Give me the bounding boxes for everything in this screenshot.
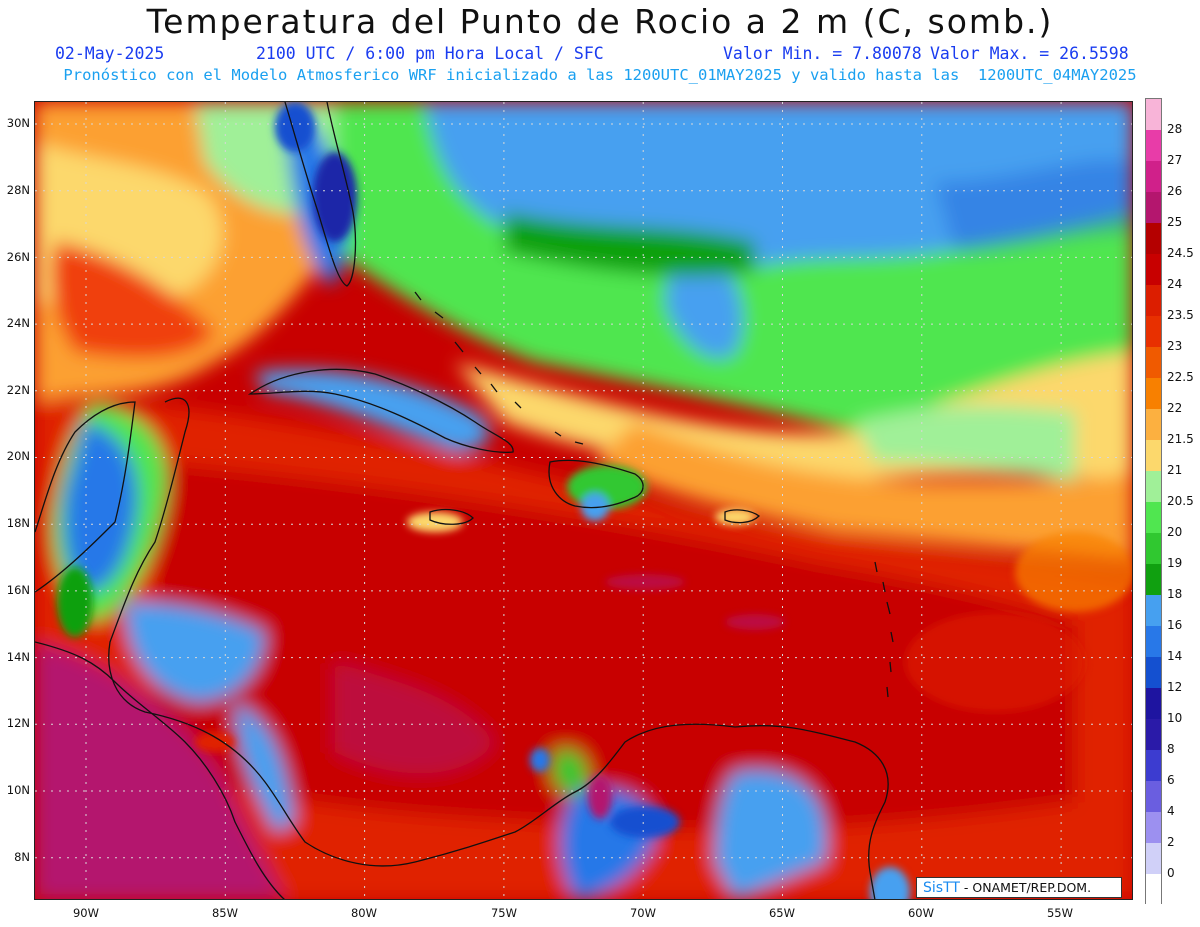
lat-label: 22N [6,383,30,397]
legend-swatch [1146,192,1161,224]
legend-swatch [1146,781,1161,813]
mainland-coast [108,397,889,900]
legend-level-label: 23 [1167,339,1183,353]
map-title: Temperatura del Punto de Rocio a 2 m (C,… [146,2,1054,41]
legend-level-label: 19 [1167,556,1183,570]
lon-label: 75W [490,906,517,920]
legend-level-label: 10 [1167,711,1183,725]
legend-swatch [1146,285,1161,317]
lat-label: 16N [6,583,30,597]
lon-label: 90W [72,906,99,920]
yucatan-coast [35,401,136,593]
legend-level-label: 28 [1167,122,1183,136]
legend-swatch [1146,471,1161,503]
legend-swatch [1146,657,1161,689]
legend-swatch [1146,750,1161,782]
legend-level-label: 20 [1167,525,1183,539]
credit-text: - ONAMET/REP.DOM. [963,880,1092,895]
puerto-rico-coast [724,509,760,524]
field-blobs [35,102,1133,900]
lon-label: 65W [768,906,795,920]
lat-label: 14N [6,650,30,664]
value-min: Valor Min. = 7.80078 [723,44,922,63]
cuba-coast [247,368,514,453]
legend-level-label: 22.5 [1167,370,1194,384]
legend-swatch [1146,440,1161,472]
legend-level-label: 16 [1167,618,1183,632]
lat-label: 28N [6,183,30,197]
graticule [35,102,1133,900]
forecast-date: 02-May-2025 [55,44,165,63]
legend-level-label: 2 [1167,835,1175,849]
pacific-coast [35,641,286,900]
lat-label: 10N [6,783,30,797]
legend-level-label: 27 [1167,153,1183,167]
dewpoint-map [35,102,1133,900]
legend-level-label: 24.5 [1167,246,1194,260]
lat-label: 20N [6,449,30,463]
legend-level-label: 6 [1167,773,1175,787]
legend-swatch [1146,502,1161,534]
legend-level-label: 24 [1167,277,1183,291]
lat-label: 26N [6,250,30,264]
lesser-antilles-coast [874,561,894,698]
value-max: Valor Max. = 26.5598 [930,44,1129,63]
legend-swatch [1146,564,1161,596]
credit-box: SisTT - ONAMET/REP.DOM. [916,877,1122,898]
legend-swatch [1146,254,1161,286]
lat-label: 12N [6,716,30,730]
hispaniola-coast [548,459,644,509]
lon-label: 55W [1046,906,1073,920]
legend-swatch [1146,378,1161,410]
lon-label: 60W [907,906,934,920]
model-info: Pronóstico con el Modelo Atmosferico WRF… [63,66,1137,84]
lat-label: 18N [6,516,30,530]
legend-swatch [1146,130,1161,162]
lat-label: 30N [6,116,30,130]
legend-swatch [1146,223,1161,255]
legend-level-label: 12 [1167,680,1183,694]
legend-swatch [1146,688,1161,720]
legend-level-label: 18 [1167,587,1183,601]
legend-swatch [1146,595,1161,627]
legend-level-label: 8 [1167,742,1175,756]
jamaica-coast [429,508,474,525]
lat-label: 8N [14,850,30,864]
legend-swatch [1146,874,1161,906]
dewpoint-field [35,102,1133,900]
legend-level-label: 4 [1167,804,1175,818]
legend-swatch [1146,843,1161,875]
lon-label: 85W [211,906,238,920]
florida-coast [284,102,357,287]
sistt-logo: SisTT [923,880,960,896]
legend-level-label: 23.5 [1167,308,1194,322]
coastlines [35,102,894,900]
legend-level-label: 14 [1167,649,1183,663]
legend-swatch [1146,347,1161,379]
bahamas-coast [414,291,584,445]
color-legend [1145,98,1162,906]
legend-swatch [1146,316,1161,348]
lon-label: 70W [629,906,656,920]
legend-swatch [1146,533,1161,565]
legend-level-label: 26 [1167,184,1183,198]
field-details [57,102,1133,900]
legend-swatch [1146,409,1161,441]
legend-level-label: 21.5 [1167,432,1194,446]
legend-swatch [1146,626,1161,658]
legend-level-label: 0 [1167,866,1175,880]
lon-label: 80W [350,906,377,920]
forecast-time: 2100 UTC / 6:00 pm Hora Local / SFC [256,44,604,63]
legend-swatch [1146,812,1161,844]
legend-level-label: 25 [1167,215,1183,229]
legend-swatch [1146,161,1161,193]
legend-swatch [1146,99,1161,131]
legend-swatch [1146,719,1161,751]
legend-level-label: 22 [1167,401,1183,415]
legend-level-label: 21 [1167,463,1183,477]
legend-level-label: 20.5 [1167,494,1194,508]
lat-label: 24N [6,316,30,330]
